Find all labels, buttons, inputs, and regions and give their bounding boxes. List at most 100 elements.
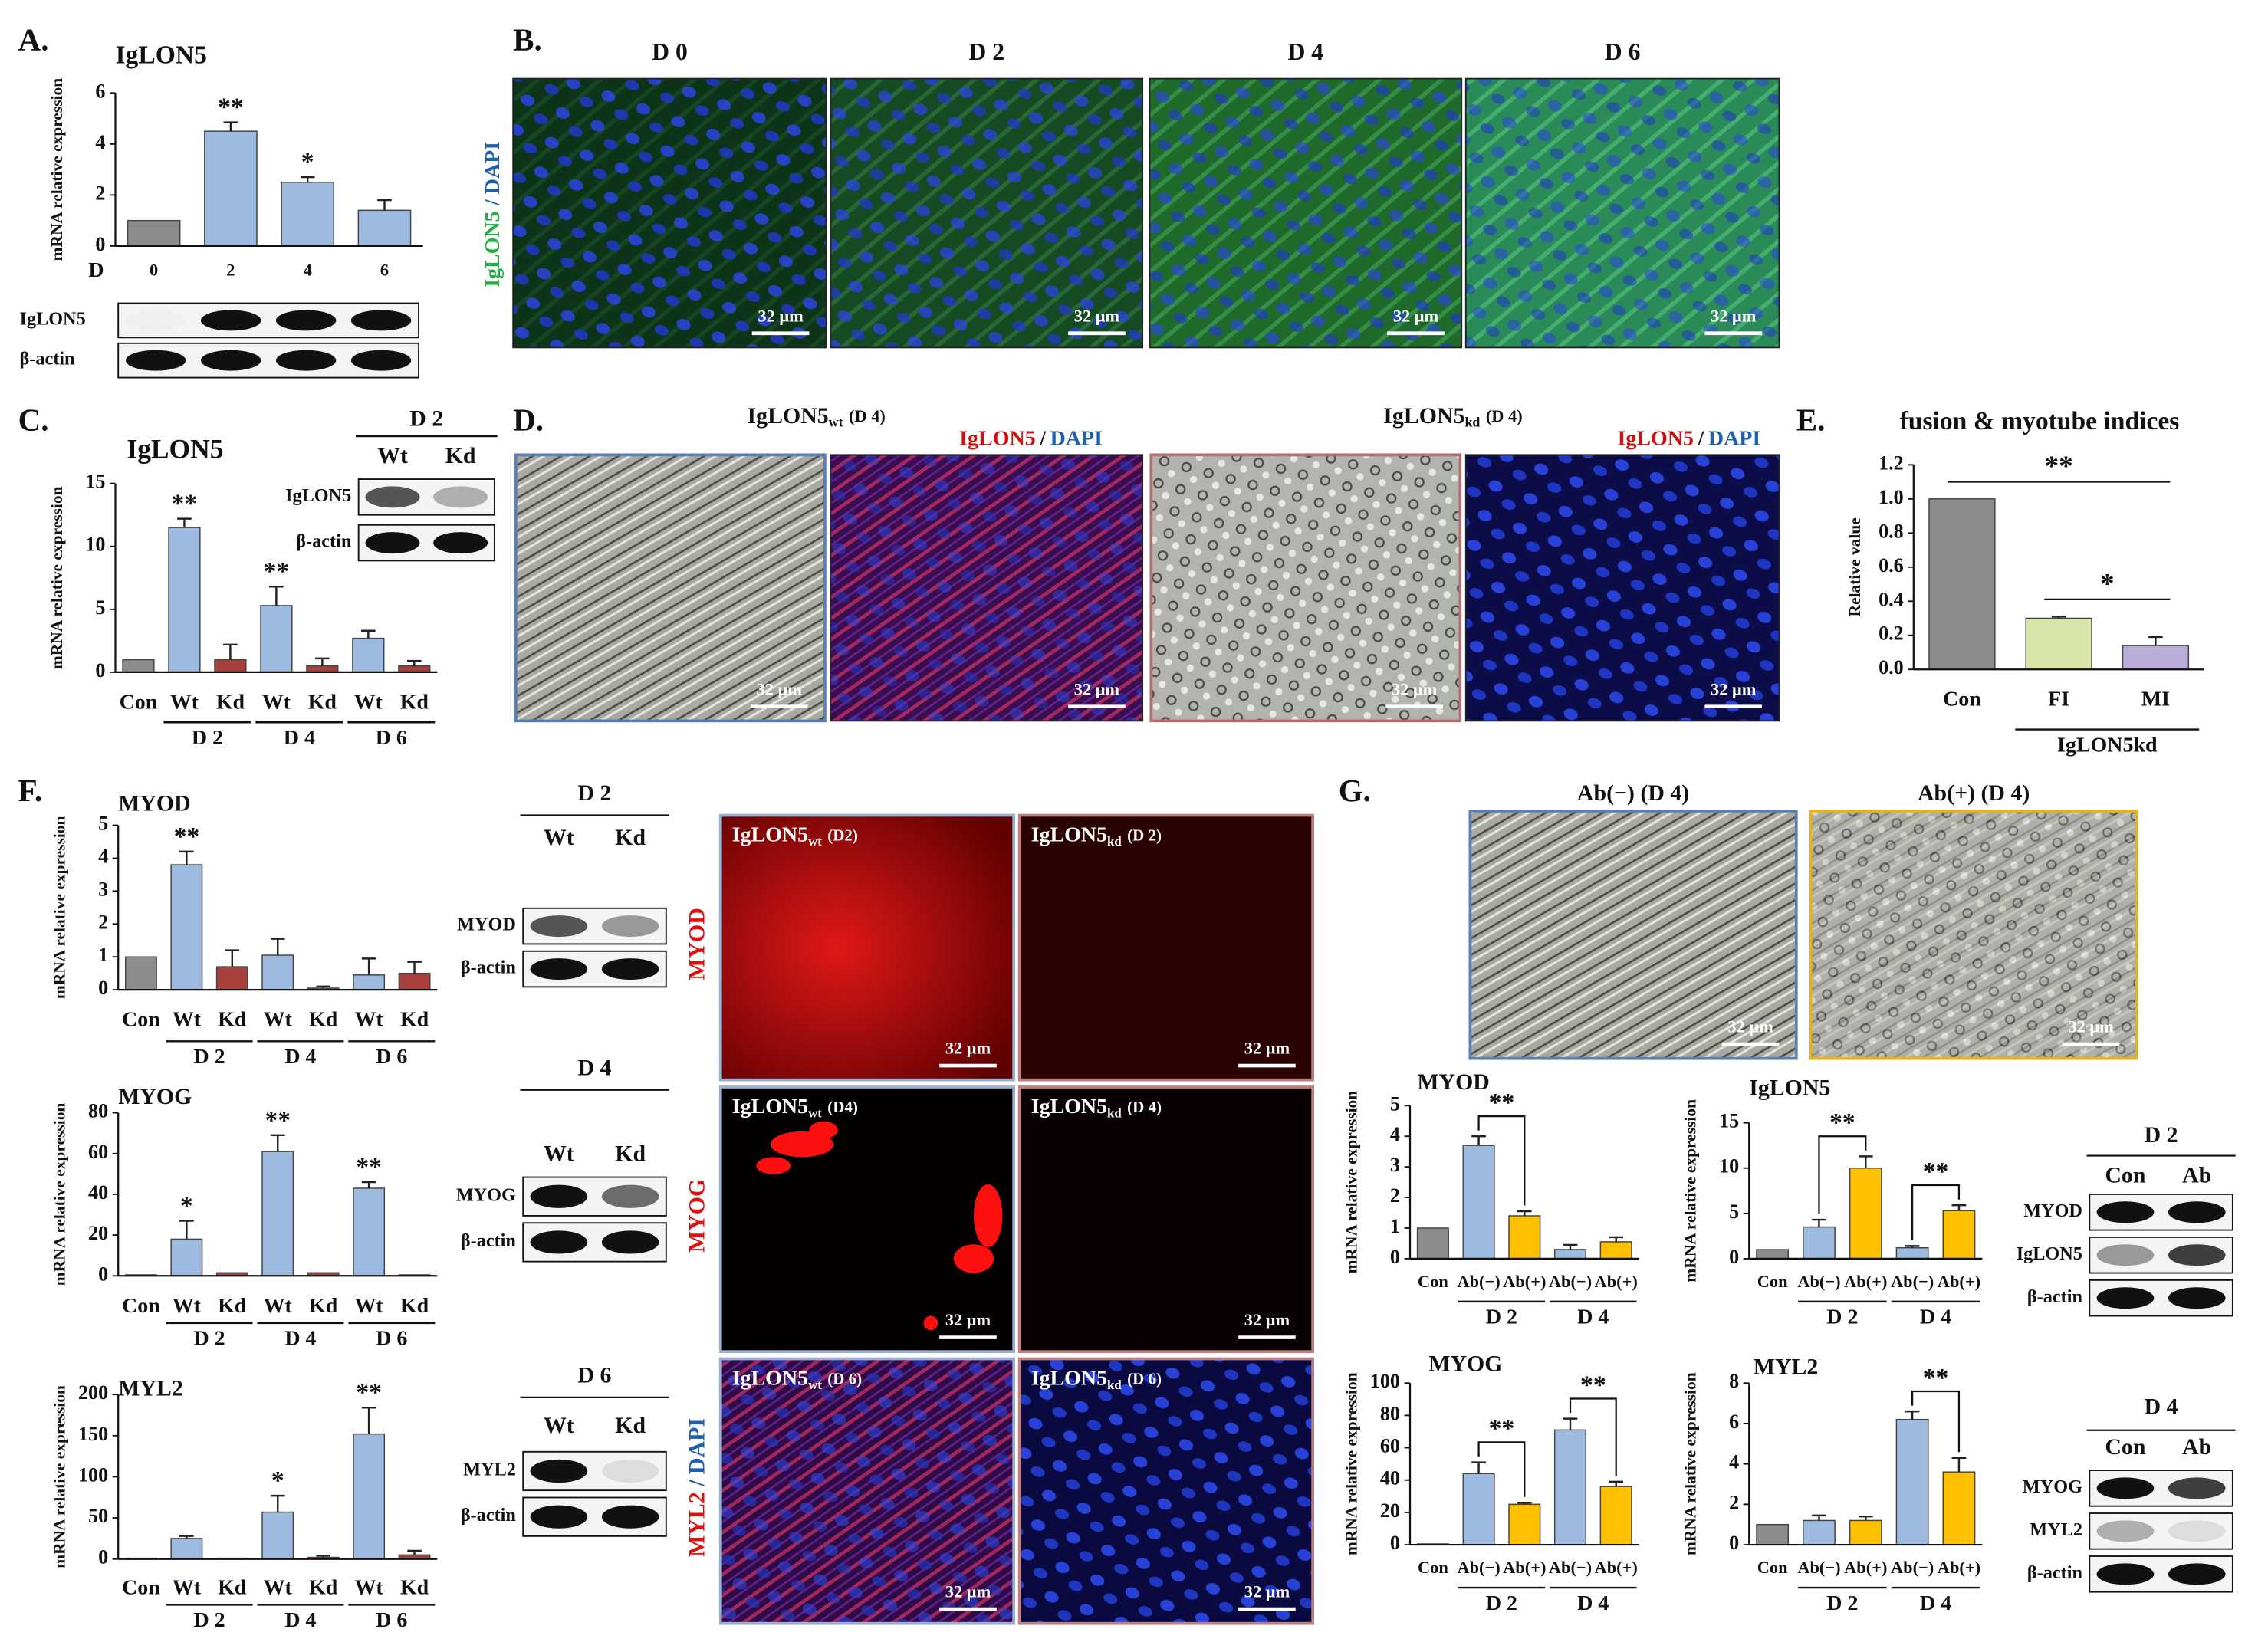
y-tick-label: 1.0 bbox=[1879, 486, 1904, 508]
blot-strip bbox=[2089, 1512, 2233, 1550]
significance: * bbox=[180, 1191, 193, 1220]
error-bar bbox=[360, 629, 376, 639]
x-tick-label: Kd bbox=[216, 690, 245, 714]
stain-name: / DAPI bbox=[481, 142, 505, 206]
image-border bbox=[1149, 77, 1463, 349]
y-tick-label: 20 bbox=[88, 1222, 108, 1244]
lane-label: Con bbox=[2105, 1434, 2145, 1460]
blot-band bbox=[530, 1184, 588, 1208]
x-tick-label: Con bbox=[122, 1294, 160, 1318]
bar bbox=[1942, 1471, 1976, 1545]
y-tick-label: 4 bbox=[1729, 1451, 1739, 1473]
significance: ** bbox=[356, 1153, 382, 1181]
micrograph bbox=[1149, 78, 1462, 348]
micrograph bbox=[1019, 1087, 1313, 1352]
stain-blob bbox=[973, 1184, 1003, 1247]
x-tick-label: Wt bbox=[354, 1294, 383, 1318]
group-label: D 4 bbox=[1920, 1591, 1951, 1615]
stain-name: IgLON5 bbox=[481, 211, 505, 287]
bar bbox=[122, 659, 155, 673]
group-label: D 2 bbox=[192, 726, 223, 750]
bracket bbox=[1818, 1135, 1867, 1214]
stain-name: DAPI bbox=[1708, 427, 1760, 451]
blot-band bbox=[275, 350, 337, 371]
image-border bbox=[830, 454, 1144, 722]
bar bbox=[1849, 1519, 1882, 1545]
image-title: IgLON5wt (D 6) bbox=[732, 1367, 863, 1392]
blot-row-label: MYL2 bbox=[2030, 1519, 2082, 1540]
group-label: D 2 bbox=[193, 1045, 225, 1069]
bar bbox=[261, 1151, 294, 1277]
group-label: D 4 bbox=[1577, 1591, 1609, 1615]
significance: ** bbox=[172, 490, 198, 518]
x-tick-label: Kd bbox=[218, 1008, 247, 1032]
scale-label: 32 μm bbox=[1244, 1310, 1290, 1329]
x-tick-label: Ab(−) bbox=[1457, 1272, 1500, 1291]
y-tick-label: 5 bbox=[95, 596, 105, 619]
error-bar bbox=[1471, 1135, 1486, 1146]
scale-label: 32 μm bbox=[945, 1310, 991, 1329]
error-bar bbox=[1812, 1514, 1826, 1521]
group-label: IgLON5kd bbox=[2057, 733, 2158, 757]
micrograph bbox=[720, 1358, 1014, 1624]
blot-band bbox=[126, 310, 186, 331]
bracket bbox=[1911, 1390, 1961, 1453]
x-tick-label: Con bbox=[1757, 1272, 1788, 1291]
chart-title: IgLON5 bbox=[127, 434, 223, 465]
y-tick-label: 5 bbox=[98, 813, 108, 835]
scale-label: 32 μm bbox=[1392, 679, 1438, 698]
x-tick-label: Wt bbox=[354, 1575, 383, 1599]
y-tick-label: 0 bbox=[1729, 1532, 1739, 1554]
blot-row-label: MYOD bbox=[457, 915, 516, 935]
title-day: (D 4) bbox=[1127, 1098, 1162, 1116]
x-tick-label: Kd bbox=[218, 1294, 247, 1318]
title-name: IgLON5 bbox=[1031, 1367, 1107, 1391]
error-bar bbox=[1471, 1461, 1486, 1474]
group-label: D 2 bbox=[1826, 1306, 1858, 1329]
error-bar bbox=[361, 957, 376, 975]
x-axis-label: D bbox=[88, 258, 104, 282]
stain-label: MYOD bbox=[685, 908, 710, 980]
blot-band bbox=[601, 1184, 659, 1208]
y-tick-label: 60 bbox=[1380, 1435, 1400, 1457]
blot-header: D 2 bbox=[578, 780, 612, 806]
image-title: IgLON5kd (D 2) bbox=[1031, 823, 1162, 849]
image-title: D 0 bbox=[652, 38, 688, 65]
error-bar bbox=[406, 659, 422, 666]
bar bbox=[1849, 1167, 1882, 1260]
image-title: IgLON5kd (D 4) bbox=[1383, 403, 1522, 430]
error-bar bbox=[377, 199, 392, 211]
error-bar bbox=[1517, 1502, 1532, 1505]
bracket bbox=[1477, 1115, 1526, 1206]
blot-band bbox=[2096, 1201, 2155, 1223]
scale-label: 32 μm bbox=[1244, 1582, 1290, 1601]
scale-label: 32 μm bbox=[945, 1039, 991, 1058]
y-tick-label: 0 bbox=[1390, 1246, 1400, 1268]
lane-label: Wt bbox=[377, 443, 408, 468]
x-tick-label: Ab(+) bbox=[1844, 1558, 1887, 1577]
title-sub: wt bbox=[808, 1378, 822, 1392]
stain-name: IgLON5 bbox=[1617, 427, 1693, 451]
group-label: D 2 bbox=[1486, 1591, 1517, 1615]
blot-band bbox=[2096, 1477, 2155, 1499]
bar bbox=[214, 659, 247, 673]
x-tick-label: Kd bbox=[400, 1575, 429, 1599]
blot-band bbox=[200, 350, 261, 371]
x-tick-label: Ab(+) bbox=[1595, 1558, 1638, 1577]
stain-blob bbox=[953, 1244, 994, 1273]
title-name: IgLON5 bbox=[1383, 403, 1464, 429]
blot-header: D 4 bbox=[578, 1055, 612, 1080]
stain-label: IgLON5/DAPI bbox=[959, 427, 1103, 451]
blot-band bbox=[601, 958, 659, 980]
x-tick-label: Con bbox=[1418, 1272, 1448, 1291]
image-title: D 6 bbox=[1605, 38, 1641, 65]
x-tick-label: Kd bbox=[309, 1575, 338, 1599]
bar bbox=[215, 966, 248, 990]
y-axis-label: mRNA relative expression bbox=[48, 78, 66, 261]
y-tick-label: 6 bbox=[1729, 1411, 1739, 1433]
image-border bbox=[1468, 810, 1798, 1060]
error-bar bbox=[1905, 1245, 1920, 1248]
stain-label: MYL2 / DAPI bbox=[685, 1418, 710, 1557]
x-tick-label: Ab(−) bbox=[1457, 1558, 1500, 1577]
